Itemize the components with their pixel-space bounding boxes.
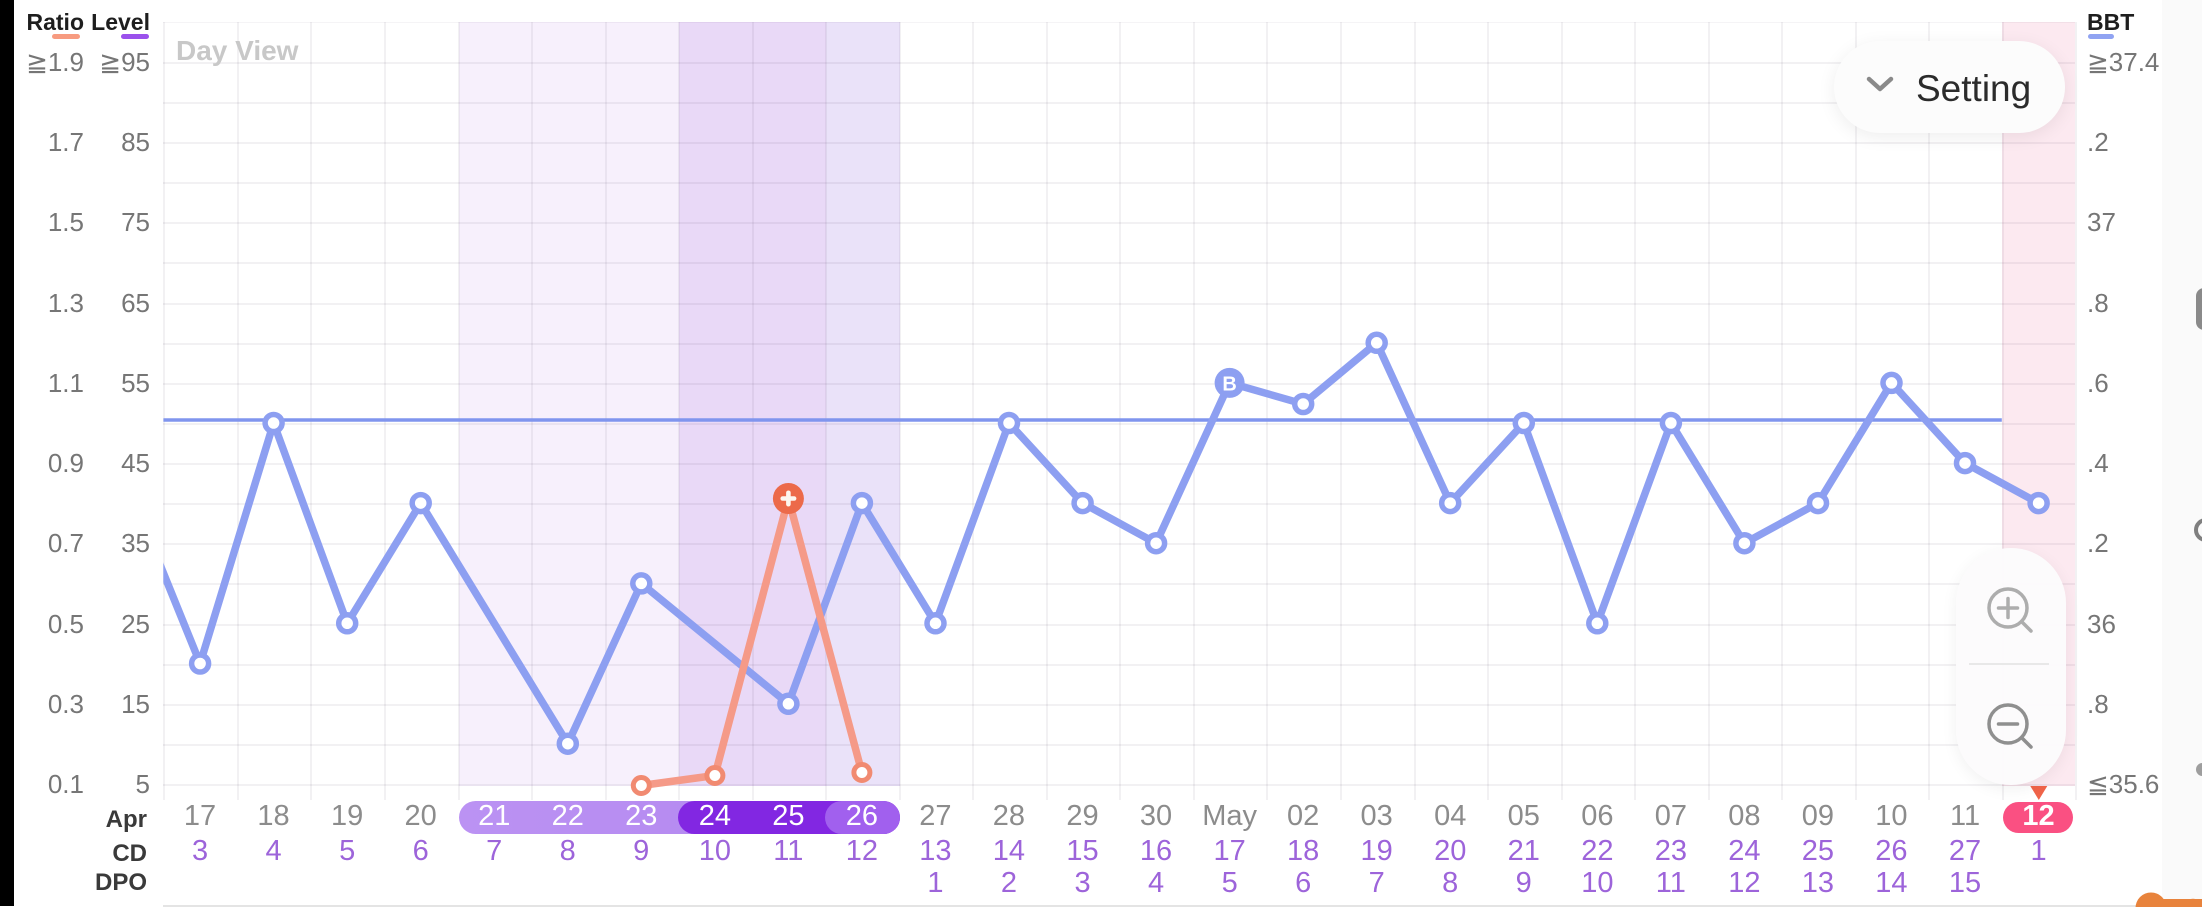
svg-text:B: B: [1222, 373, 1236, 395]
